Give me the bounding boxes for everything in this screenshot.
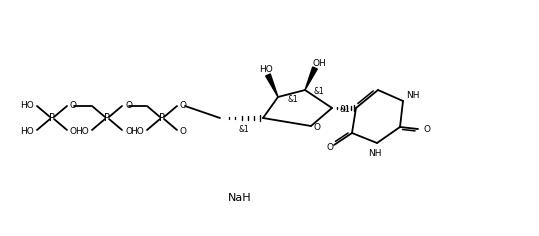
Text: HO: HO bbox=[20, 126, 34, 135]
Text: P: P bbox=[159, 113, 165, 123]
Text: O: O bbox=[180, 126, 187, 135]
Polygon shape bbox=[305, 67, 317, 90]
Text: HO: HO bbox=[75, 126, 89, 135]
Text: &1: &1 bbox=[238, 125, 249, 134]
Text: &1: &1 bbox=[340, 105, 351, 114]
Text: O: O bbox=[70, 126, 77, 135]
Text: O: O bbox=[125, 101, 132, 110]
Text: P: P bbox=[104, 113, 110, 123]
Text: NH: NH bbox=[368, 148, 382, 157]
Text: &1: &1 bbox=[314, 88, 325, 97]
Text: HO: HO bbox=[130, 126, 144, 135]
Text: NH: NH bbox=[406, 92, 419, 101]
Text: HO: HO bbox=[259, 66, 273, 75]
Text: O: O bbox=[327, 143, 334, 152]
Polygon shape bbox=[266, 74, 278, 97]
Text: HO: HO bbox=[20, 101, 34, 110]
Text: OH: OH bbox=[312, 59, 326, 67]
Text: NaH: NaH bbox=[228, 193, 252, 203]
Text: O: O bbox=[125, 126, 132, 135]
Text: O: O bbox=[180, 101, 187, 110]
Text: O: O bbox=[314, 123, 321, 132]
Text: O: O bbox=[70, 101, 77, 110]
Text: O: O bbox=[423, 125, 430, 134]
Text: &1: &1 bbox=[287, 94, 298, 104]
Text: P: P bbox=[49, 113, 55, 123]
